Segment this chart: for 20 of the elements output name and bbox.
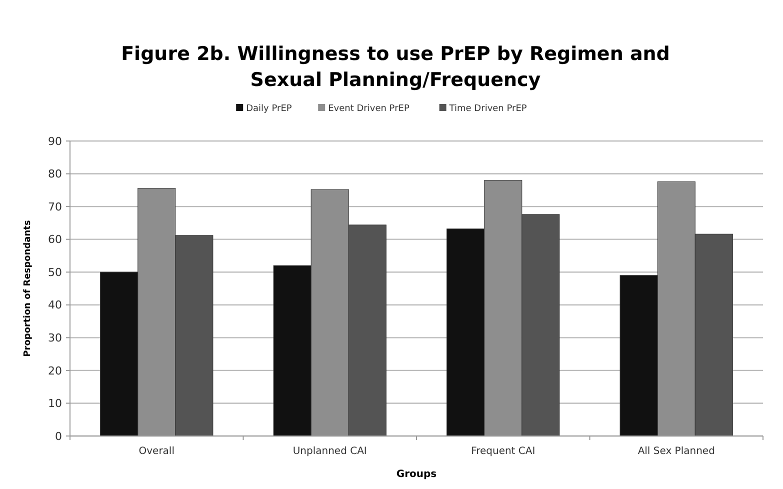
y-tick-label: 80 <box>48 168 62 181</box>
y-tick-label: 10 <box>48 397 62 410</box>
y-tick-label: 0 <box>55 430 62 443</box>
x-tick-label: Frequent CAI <box>471 446 536 457</box>
x-tick-label: Unplanned CAI <box>292 446 367 457</box>
y-tick-label: 40 <box>48 298 62 312</box>
x-tick-label: Overall <box>138 446 174 457</box>
x-axis-title: Groups <box>396 469 437 480</box>
y-tick-label: 20 <box>48 364 62 378</box>
y-tick-label: 90 <box>48 134 62 148</box>
chart-title: Figure 2b. Willingness to use PrEP by Regimen and Sexual Planning/Frequency <box>121 43 670 91</box>
y-axis-title: Proportion of Respondants <box>23 220 33 357</box>
legend-label: Time Driven PrEP <box>448 104 528 114</box>
x-tick-label: All Sex Planned <box>638 446 715 457</box>
y-tick-label: 70 <box>48 200 62 214</box>
y-tick-label: 50 <box>48 266 62 279</box>
legend-label: Event Driven PrEP <box>328 104 410 114</box>
y-tick-label: 30 <box>48 332 62 345</box>
legend-label: Daily PrEP <box>246 104 292 114</box>
y-tick-label: 60 <box>48 233 62 246</box>
